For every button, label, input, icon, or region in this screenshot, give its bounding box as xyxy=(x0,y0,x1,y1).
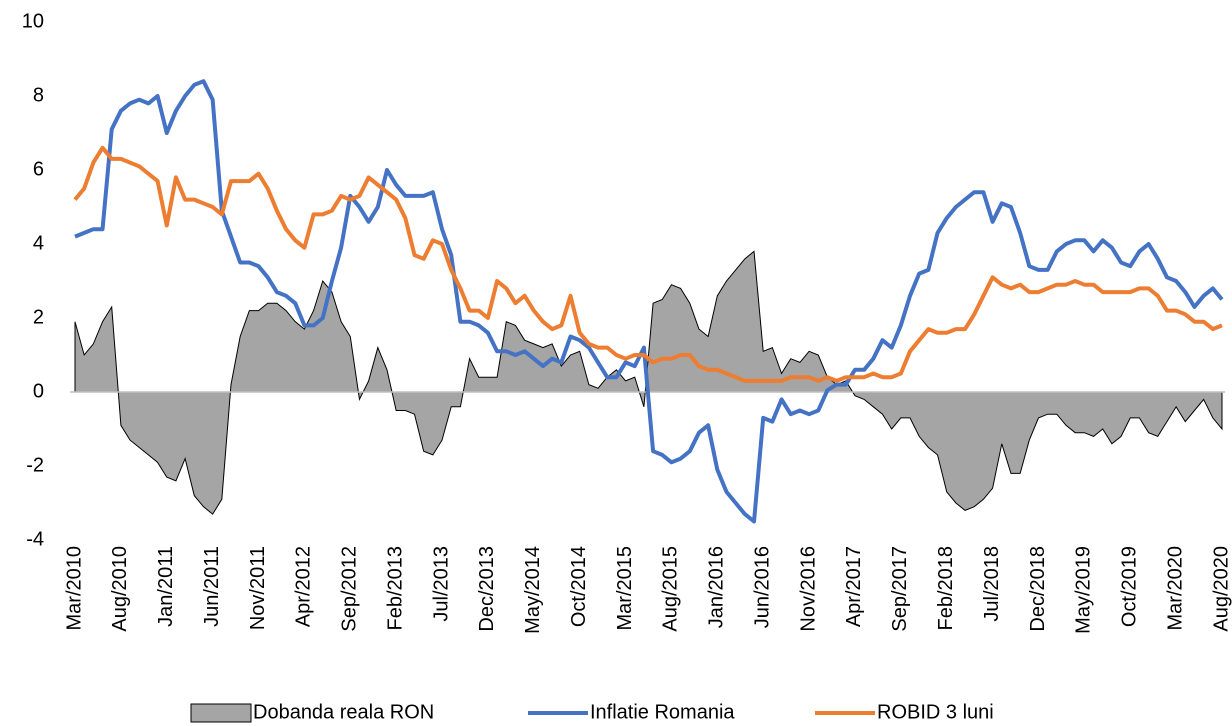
y-tick-label: 8 xyxy=(33,84,44,106)
x-tick-label: Mar/2020 xyxy=(1164,546,1186,631)
y-tick-label: 4 xyxy=(33,232,44,254)
x-tick-label: Aug/2020 xyxy=(1210,546,1232,632)
x-tick-label: Dec/2018 xyxy=(1027,546,1049,632)
x-tick-label: Sep/2012 xyxy=(339,546,361,632)
x-tick-label: Apr/2017 xyxy=(843,546,865,627)
x-tick-label: Sep/2017 xyxy=(889,546,911,632)
x-tick-label: Jun/2016 xyxy=(751,546,773,628)
y-tick-label: -2 xyxy=(26,454,44,476)
x-tick-label: Jul/2013 xyxy=(430,546,452,622)
x-tick-label: Jun/2011 xyxy=(201,546,223,627)
x-tick-label: May/2019 xyxy=(1073,546,1095,634)
x-tick-label: Oct/2019 xyxy=(1119,546,1141,627)
x-tick-label: Nov/2011 xyxy=(247,546,269,630)
x-tick-label: Mar/2010 xyxy=(63,546,85,631)
x-tick-label: Oct/2014 xyxy=(568,546,590,627)
legend-label: ROBID 3 luni xyxy=(877,701,994,723)
legend-label: Inflatie Romania xyxy=(590,701,735,723)
legend-label: Dobanda reala RON xyxy=(253,701,434,723)
x-tick-label: Feb/2013 xyxy=(384,546,406,631)
line xyxy=(74,79,1224,524)
x-tick-label: May/2014 xyxy=(522,546,544,634)
y-tick-label: 0 xyxy=(33,380,44,402)
x-tick-label: Feb/2018 xyxy=(935,546,957,631)
legend-swatch xyxy=(190,703,252,723)
x-tick-label: Aug/2010 xyxy=(109,546,131,632)
x-tick-label: Aug/2015 xyxy=(660,546,682,632)
x-tick-label: Apr/2012 xyxy=(293,546,315,627)
x-tick-label: Jan/2016 xyxy=(706,546,728,628)
x-tick-label: Dec/2013 xyxy=(476,546,498,632)
x-tick-label: Mar/2015 xyxy=(614,546,636,631)
x-tick-label: Jul/2018 xyxy=(981,546,1003,622)
x-tick-label: Jan/2011 xyxy=(155,546,177,627)
line xyxy=(73,145,1223,383)
y-tick-label: 10 xyxy=(22,10,44,32)
y-tick-label: 2 xyxy=(33,306,44,328)
y-tick-label: 6 xyxy=(33,158,44,180)
y-tick-label: -4 xyxy=(26,528,44,550)
x-tick-label: Nov/2016 xyxy=(797,546,819,632)
